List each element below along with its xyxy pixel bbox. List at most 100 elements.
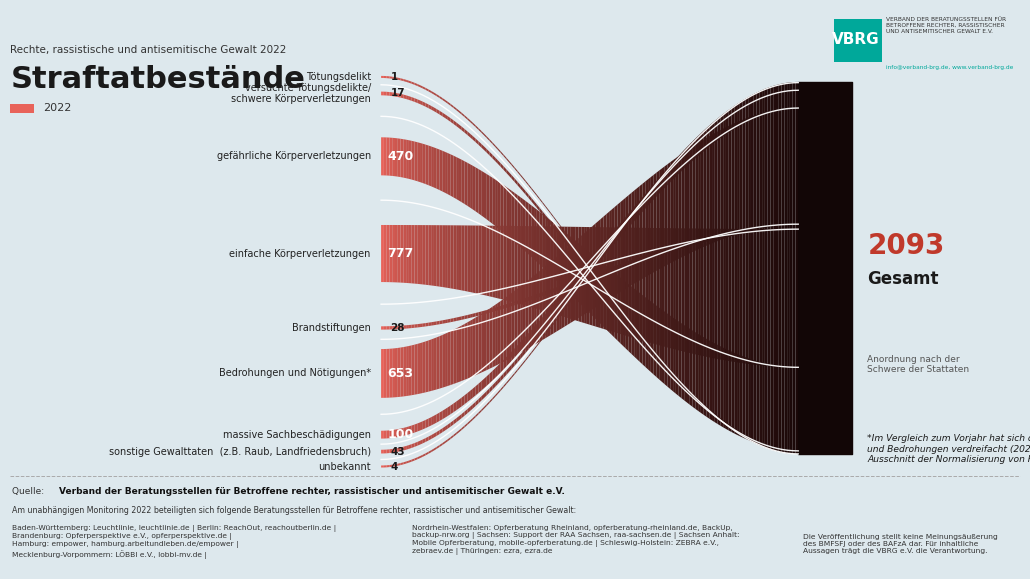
Polygon shape	[671, 228, 674, 349]
Polygon shape	[420, 143, 422, 183]
Polygon shape	[417, 441, 420, 446]
Polygon shape	[609, 296, 612, 303]
Polygon shape	[648, 342, 651, 346]
Polygon shape	[604, 214, 607, 302]
Polygon shape	[556, 220, 559, 225]
Polygon shape	[392, 430, 394, 438]
Polygon shape	[487, 309, 489, 314]
Polygon shape	[767, 364, 770, 448]
Polygon shape	[631, 207, 634, 225]
Polygon shape	[492, 368, 495, 380]
Polygon shape	[656, 251, 659, 256]
Polygon shape	[770, 86, 774, 95]
Polygon shape	[651, 302, 654, 375]
Polygon shape	[484, 146, 487, 153]
Polygon shape	[793, 83, 795, 90]
Polygon shape	[743, 119, 746, 233]
Polygon shape	[501, 163, 504, 170]
Polygon shape	[782, 109, 785, 225]
Polygon shape	[445, 152, 448, 195]
Polygon shape	[492, 383, 495, 390]
Polygon shape	[481, 144, 484, 150]
Polygon shape	[523, 348, 525, 356]
Polygon shape	[523, 188, 525, 195]
Polygon shape	[740, 229, 743, 363]
Polygon shape	[751, 101, 754, 120]
Polygon shape	[790, 224, 793, 229]
Polygon shape	[548, 262, 551, 337]
Polygon shape	[504, 357, 507, 370]
Polygon shape	[604, 284, 607, 288]
Polygon shape	[543, 334, 545, 339]
Polygon shape	[509, 172, 512, 179]
Polygon shape	[425, 452, 428, 455]
Polygon shape	[767, 94, 770, 113]
Polygon shape	[626, 261, 628, 266]
Polygon shape	[762, 444, 765, 448]
Polygon shape	[790, 90, 793, 108]
Polygon shape	[712, 234, 715, 240]
Polygon shape	[509, 376, 512, 381]
Polygon shape	[690, 329, 692, 407]
Polygon shape	[643, 338, 645, 345]
Polygon shape	[476, 125, 478, 130]
Polygon shape	[645, 191, 648, 201]
Polygon shape	[451, 318, 453, 322]
Polygon shape	[573, 293, 576, 298]
Polygon shape	[707, 136, 710, 245]
Polygon shape	[487, 149, 489, 155]
Polygon shape	[589, 262, 592, 272]
Polygon shape	[442, 409, 445, 419]
Polygon shape	[504, 155, 507, 159]
Polygon shape	[531, 226, 534, 308]
Polygon shape	[571, 288, 573, 297]
Polygon shape	[645, 339, 648, 343]
Polygon shape	[442, 151, 445, 193]
Polygon shape	[748, 229, 751, 364]
Polygon shape	[422, 323, 425, 327]
Polygon shape	[589, 252, 592, 316]
Polygon shape	[453, 402, 456, 412]
Polygon shape	[718, 116, 720, 126]
Polygon shape	[571, 236, 573, 296]
Polygon shape	[497, 306, 501, 310]
Polygon shape	[412, 225, 414, 284]
Polygon shape	[676, 158, 679, 177]
Polygon shape	[404, 446, 406, 450]
Polygon shape	[651, 346, 654, 350]
Polygon shape	[456, 327, 459, 383]
Polygon shape	[534, 226, 537, 309]
Polygon shape	[384, 225, 386, 282]
Polygon shape	[384, 431, 386, 438]
Polygon shape	[562, 284, 564, 290]
Polygon shape	[581, 245, 584, 307]
Polygon shape	[409, 96, 412, 101]
Polygon shape	[754, 227, 756, 232]
Polygon shape	[700, 132, 703, 135]
Polygon shape	[445, 332, 448, 387]
Text: Brandstiftungen: Brandstiftungen	[291, 323, 371, 333]
Polygon shape	[631, 228, 634, 338]
Polygon shape	[729, 424, 731, 429]
Polygon shape	[774, 229, 776, 367]
Polygon shape	[495, 226, 497, 298]
Polygon shape	[404, 427, 406, 436]
Polygon shape	[551, 222, 553, 229]
Text: gefährliche Körperverletzungen: gefährliche Körperverletzungen	[216, 151, 371, 162]
Polygon shape	[571, 243, 573, 323]
Polygon shape	[528, 341, 531, 350]
Polygon shape	[600, 270, 604, 276]
Polygon shape	[468, 321, 470, 379]
Polygon shape	[795, 229, 798, 367]
Polygon shape	[684, 228, 687, 353]
Polygon shape	[398, 428, 401, 437]
Polygon shape	[398, 448, 401, 452]
Polygon shape	[628, 217, 631, 222]
Polygon shape	[440, 411, 442, 421]
Polygon shape	[676, 156, 679, 260]
Polygon shape	[497, 389, 501, 394]
Polygon shape	[723, 112, 726, 116]
Polygon shape	[700, 229, 703, 356]
Polygon shape	[640, 184, 643, 280]
Polygon shape	[584, 231, 587, 314]
